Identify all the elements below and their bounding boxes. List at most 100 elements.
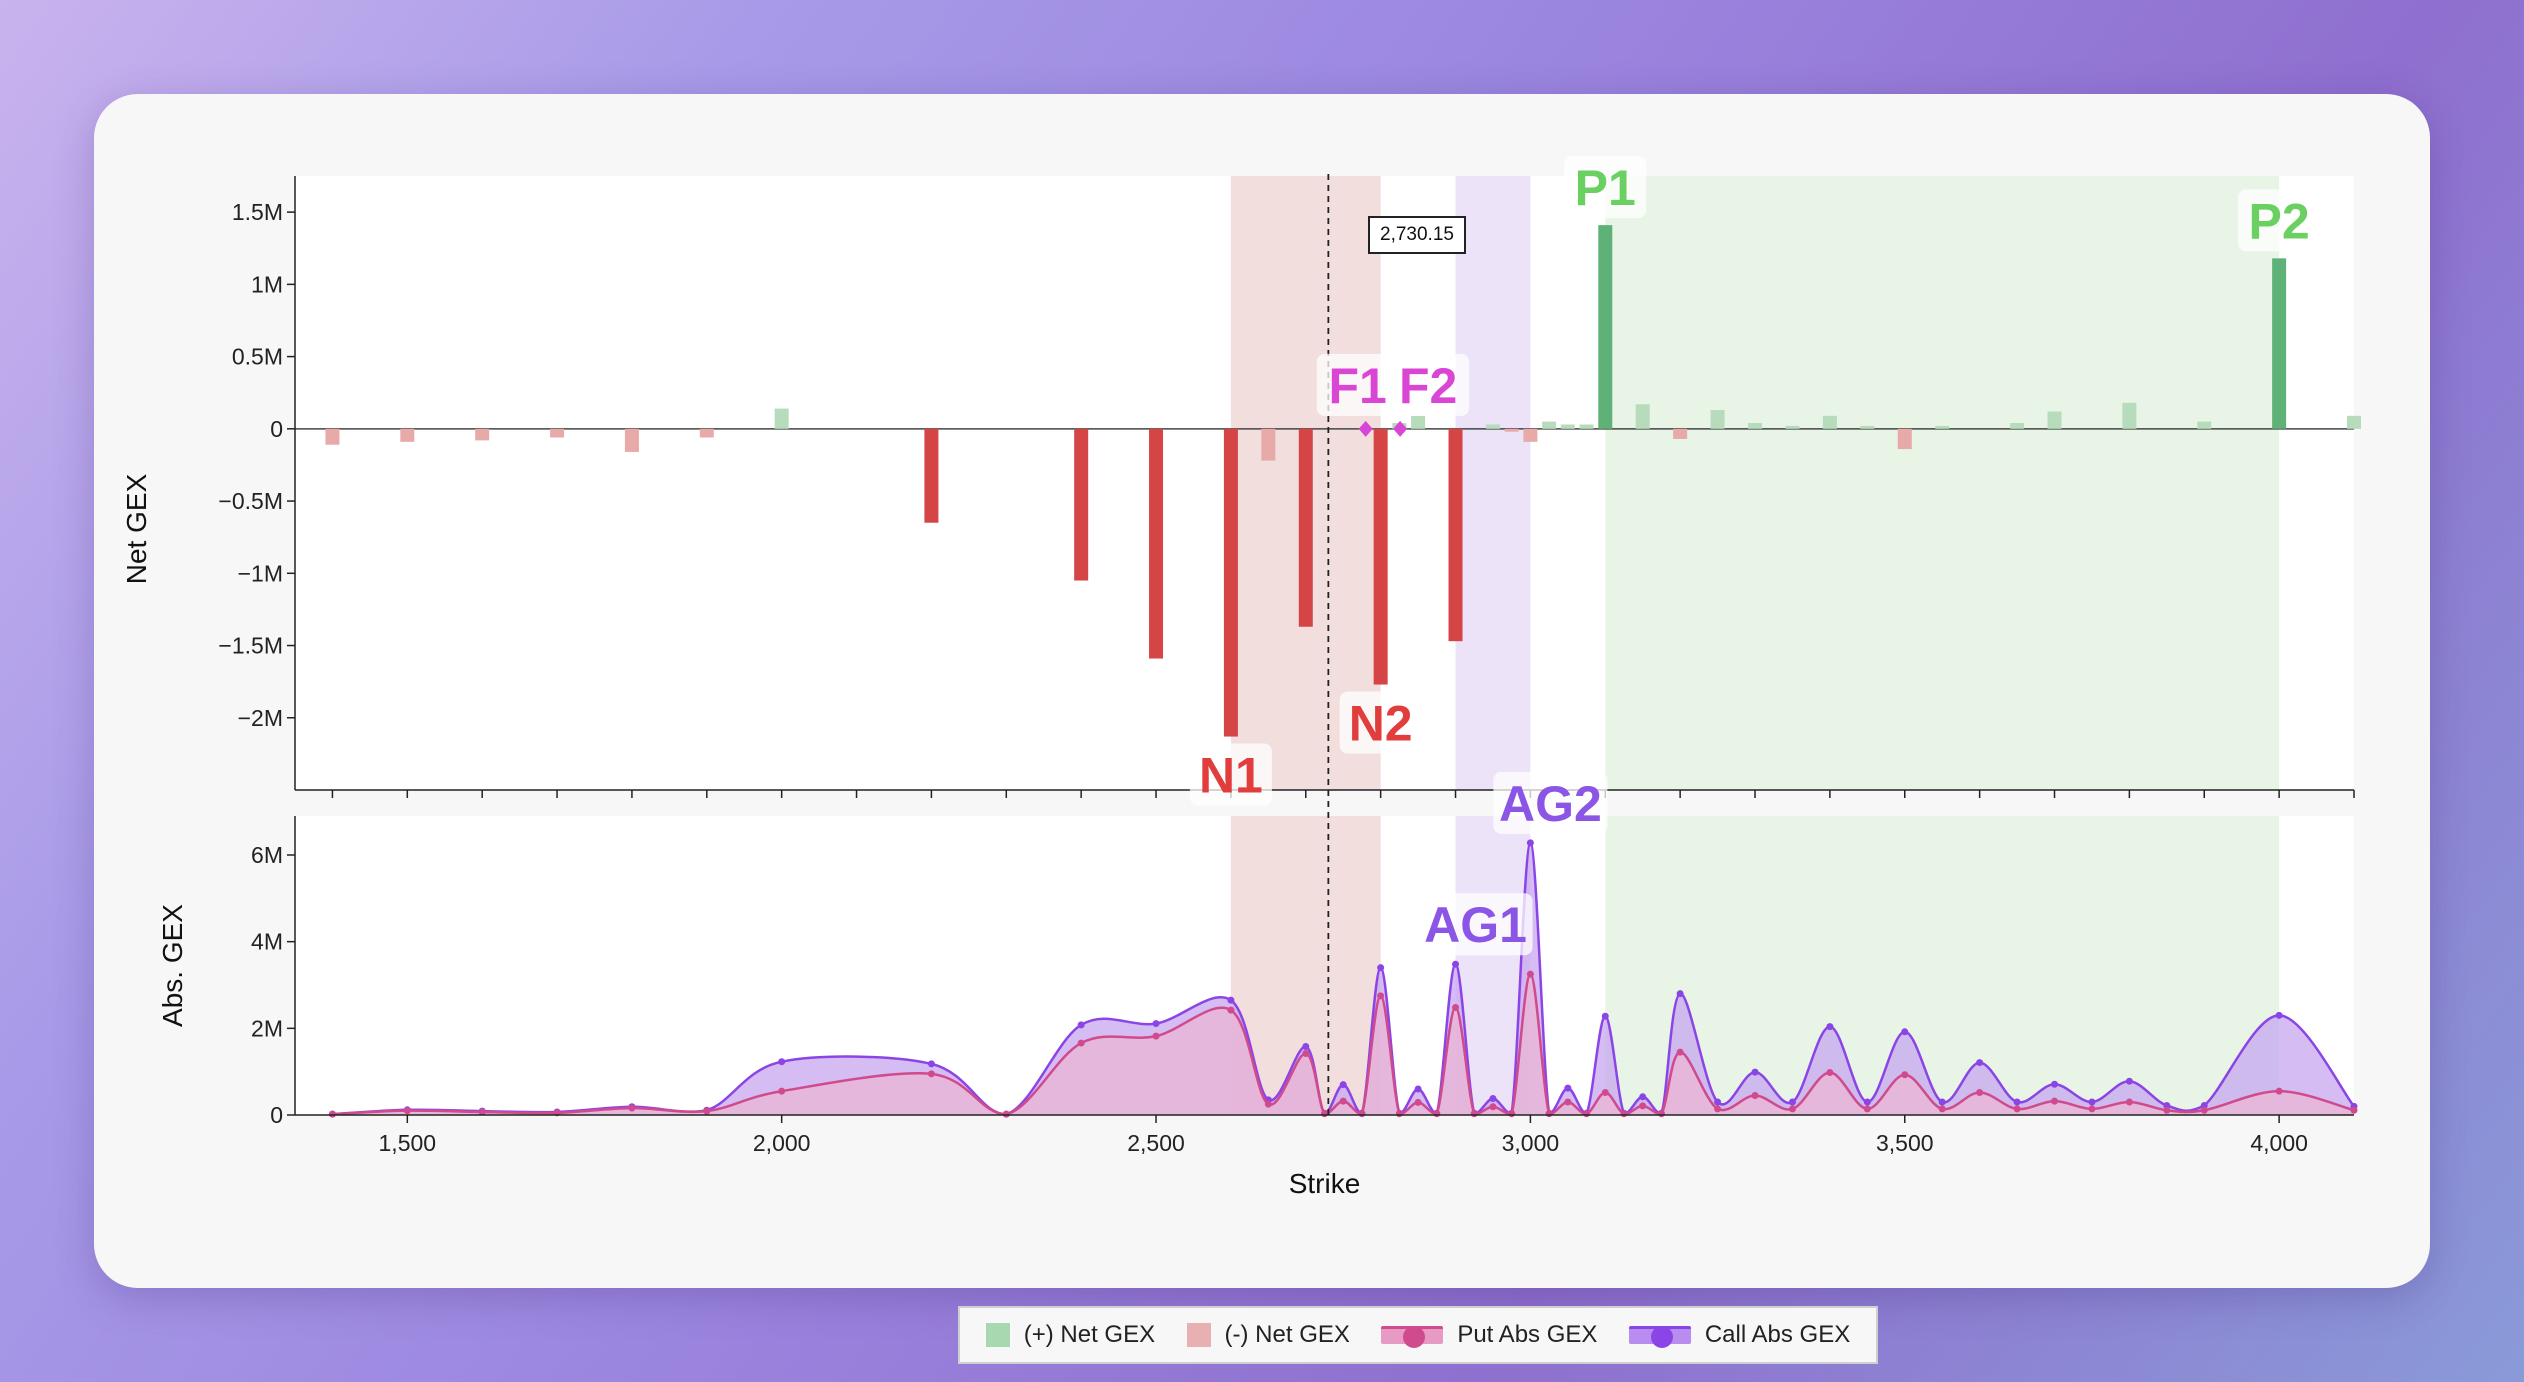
put-abs-gex-point-2875 bbox=[1433, 1110, 1441, 1118]
put-abs-gex-point-3025 bbox=[1545, 1110, 1553, 1118]
legend-label-call: Call Abs GEX bbox=[1704, 1321, 1851, 1348]
annotation-label-p2: P2 bbox=[2249, 193, 2310, 249]
net-gex-bar-2600 bbox=[1223, 428, 1238, 737]
call-abs-gex-point-4000 bbox=[2275, 1011, 2283, 1019]
put-abs-gex-point-1900 bbox=[703, 1107, 711, 1115]
annotation-p2: P2 bbox=[2238, 189, 2321, 252]
y1-tick-label-2: −1M bbox=[238, 560, 283, 586]
y1-tick-label-7: 1.5M bbox=[232, 199, 283, 225]
put-abs-gex-point-2650 bbox=[1264, 1100, 1272, 1108]
call-abs-gex-point-2000 bbox=[778, 1058, 786, 1066]
band-bottom-2 bbox=[1605, 816, 2280, 1115]
legend-swatch-neg bbox=[1186, 1323, 1211, 1347]
put-abs-gex-point-2825 bbox=[1395, 1110, 1403, 1118]
net-gex-bar-2850 bbox=[1411, 415, 1426, 429]
legend-label-neg: (-) Net GEX bbox=[1224, 1321, 1350, 1348]
put-abs-gex-point-2500 bbox=[1152, 1032, 1160, 1040]
annotation-p1: P1 bbox=[1564, 156, 1647, 219]
put-abs-gex-point-3500 bbox=[1901, 1071, 1909, 1079]
put-abs-gex-point-3900 bbox=[2200, 1106, 2208, 1114]
put-abs-gex-point-2950 bbox=[1489, 1103, 1497, 1111]
call-abs-gex-point-3050 bbox=[1564, 1084, 1572, 1092]
put-abs-gex-point-3100 bbox=[1601, 1088, 1609, 1096]
put-abs-gex-point-3850 bbox=[2163, 1106, 2171, 1114]
call-abs-gex-point-2850 bbox=[1414, 1085, 1422, 1093]
put-abs-gex-point-2775 bbox=[1358, 1110, 1366, 1118]
put-abs-gex-point-2600 bbox=[1227, 1006, 1235, 1014]
annotation-bg-ag2 bbox=[1493, 771, 1608, 834]
net-gex-bar-3050 bbox=[1560, 424, 1575, 429]
x2-tick-label-4000: 4,000 bbox=[2250, 1130, 2308, 1156]
net-gex-bar-3200 bbox=[1673, 428, 1688, 439]
annotation-bg-n1 bbox=[1189, 743, 1272, 806]
y1-tick-label-5: 0.5M bbox=[232, 344, 283, 370]
call-abs-gex-point-3150 bbox=[1639, 1093, 1647, 1101]
y1-tick-label-3: −0.5M bbox=[218, 488, 283, 514]
current-price-label: 2,730.15 bbox=[1368, 216, 1466, 254]
net-gex-bar-2800 bbox=[1373, 428, 1388, 685]
put-abs-gex-point-2975 bbox=[1508, 1110, 1516, 1118]
put-abs-gex-point-3150 bbox=[1639, 1102, 1647, 1110]
y2-tick-label-0: 0 bbox=[270, 1102, 283, 1128]
put-abs-gex-point-3050 bbox=[1564, 1098, 1572, 1106]
call-abs-gex-point-3300 bbox=[1751, 1068, 1759, 1076]
net-gex-bar-3700 bbox=[2047, 411, 2062, 429]
net-gex-bar-3800 bbox=[2122, 402, 2137, 429]
band-top-2 bbox=[1605, 176, 2280, 790]
put-abs-gex-point-3550 bbox=[1938, 1105, 1946, 1113]
annotation-label-ag1: AG1 bbox=[1424, 897, 1527, 953]
put-abs-gex-point-3175 bbox=[1657, 1110, 1665, 1118]
legend-item-neg-net-gex[interactable]: (-) Net GEX bbox=[1186, 1321, 1350, 1349]
net-gex-bar-3300 bbox=[1748, 423, 1763, 429]
legend-item-call-abs-gex[interactable]: Call Abs GEX bbox=[1628, 1321, 1851, 1349]
net-gex-bar-2700 bbox=[1298, 428, 1313, 627]
call-abs-gex-point-3350 bbox=[1788, 1098, 1796, 1106]
x2-tick-label-2000: 2,000 bbox=[753, 1130, 811, 1156]
put-abs-gex-point-2725 bbox=[1321, 1110, 1328, 1118]
put-abs-gex-point-3000 bbox=[1526, 970, 1534, 978]
y1-tick-label-6: 1M bbox=[251, 271, 283, 297]
put-abs-gex-point-3200 bbox=[1676, 1048, 1684, 1056]
legend-swatch-put bbox=[1381, 1326, 1444, 1348]
net-gex-bar-1700 bbox=[550, 428, 565, 438]
y1-tick-label-4: 0 bbox=[270, 416, 283, 442]
call-abs-gex-point-3000 bbox=[1526, 839, 1534, 847]
put-abs-gex-point-3300 bbox=[1751, 1092, 1759, 1099]
y2-axis-title: Abs. GEX bbox=[157, 904, 188, 1027]
legend-swatch-call bbox=[1628, 1326, 1691, 1348]
call-abs-gex-point-3600 bbox=[1976, 1059, 1984, 1067]
put-abs-gex-point-1500 bbox=[403, 1107, 411, 1115]
net-gex-bar-3650 bbox=[2010, 423, 2025, 429]
net-gex-bar-4100 bbox=[2347, 415, 2361, 429]
annotation-n1: N1 bbox=[1189, 743, 1272, 806]
annotation-n2: N2 bbox=[1339, 691, 1422, 754]
call-abs-gex-point-2800 bbox=[1377, 964, 1385, 972]
y2-tick-label-3: 6M bbox=[251, 842, 283, 868]
put-abs-gex-point-2400 bbox=[1077, 1039, 1085, 1047]
call-abs-gex-point-3400 bbox=[1826, 1023, 1834, 1031]
net-gex-bar-3550 bbox=[1935, 425, 1950, 429]
annotation-label-f1: F1 bbox=[1329, 358, 1387, 414]
legend-item-pos-net-gex[interactable]: (+) Net GEX bbox=[985, 1321, 1156, 1349]
annotation-bg-f2 bbox=[1387, 353, 1470, 416]
net-gex-bar-1900 bbox=[699, 428, 714, 438]
net-gex-bar-2900 bbox=[1448, 428, 1463, 642]
put-abs-gex-point-2200 bbox=[927, 1070, 935, 1078]
call-abs-gex-point-3450 bbox=[1863, 1098, 1871, 1106]
net-gex-bar-2975 bbox=[1504, 428, 1519, 432]
call-abs-gex-point-2950 bbox=[1489, 1095, 1497, 1103]
put-abs-gex-point-2300 bbox=[1002, 1110, 1010, 1118]
legend-item-put-abs-gex[interactable]: Put Abs GEX bbox=[1381, 1321, 1597, 1349]
put-abs-gex-point-3750 bbox=[2088, 1105, 2096, 1113]
net-gex-bar-1800 bbox=[624, 428, 639, 452]
put-abs-gex-point-3075 bbox=[1583, 1110, 1591, 1118]
net-gex-bar-3450 bbox=[1860, 425, 1875, 429]
legend-label-pos: (+) Net GEX bbox=[1023, 1321, 1156, 1348]
annotation-f1: F1 bbox=[1316, 353, 1399, 416]
call-abs-gex-point-2750 bbox=[1339, 1081, 1347, 1089]
call-abs-gex-point-2500 bbox=[1152, 1020, 1160, 1028]
put-abs-gex-point-3650 bbox=[2013, 1105, 2021, 1113]
put-abs-gex-point-3800 bbox=[2125, 1098, 2133, 1106]
call-abs-gex-point-3200 bbox=[1676, 990, 1684, 998]
net-gex-bar-3150 bbox=[1635, 404, 1650, 429]
